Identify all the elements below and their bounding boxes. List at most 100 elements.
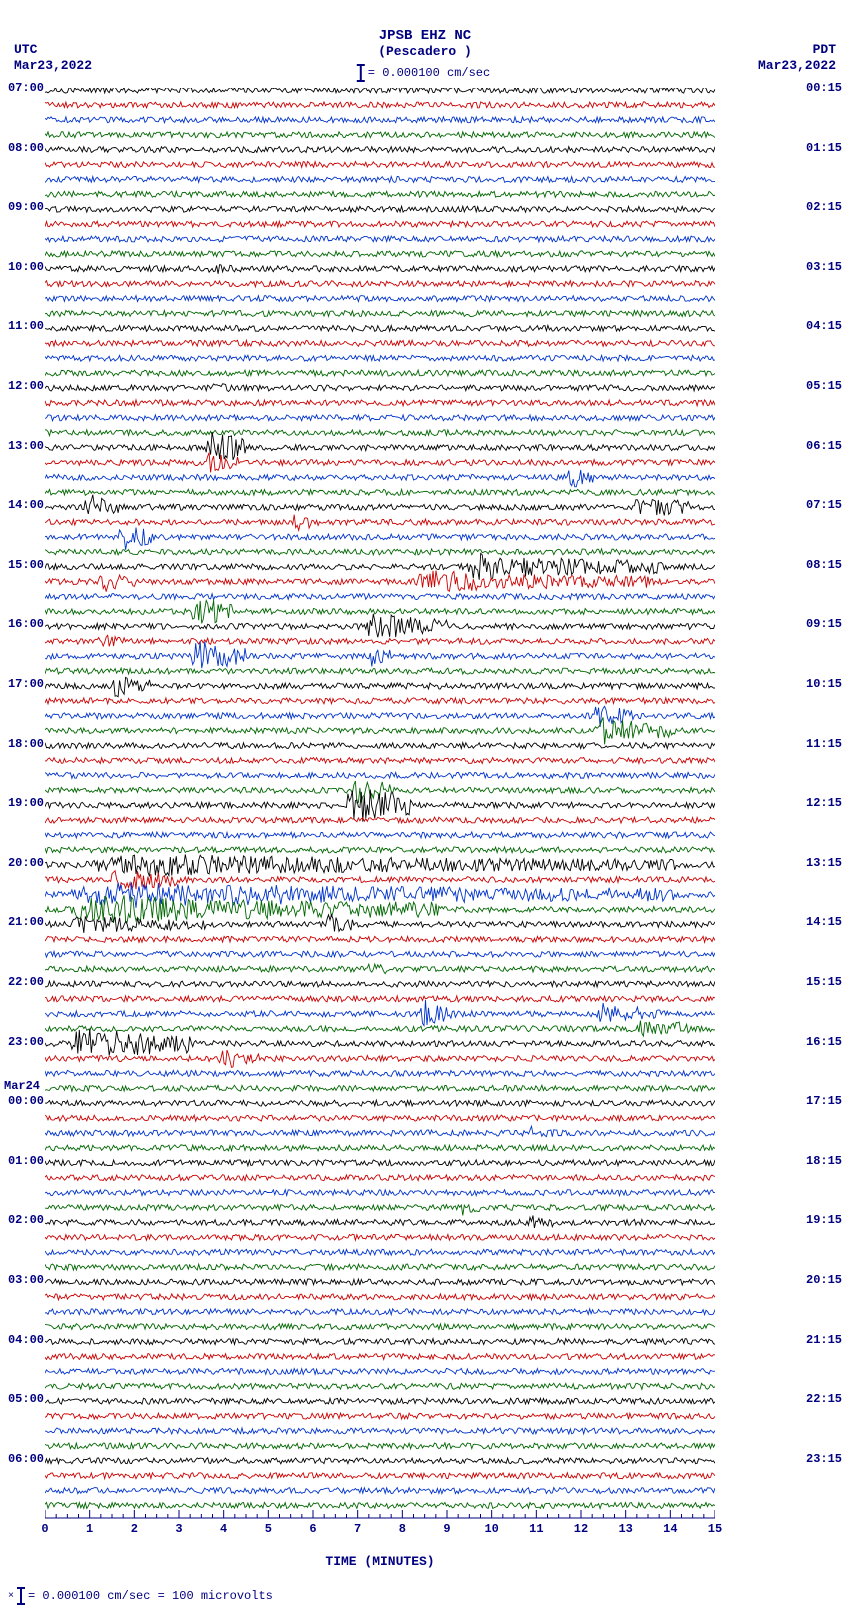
seismic-trace xyxy=(45,470,715,487)
seismic-trace xyxy=(45,549,715,555)
x-tick: 8 xyxy=(399,1522,406,1536)
seismic-trace xyxy=(45,1473,715,1479)
seismic-trace xyxy=(45,117,715,123)
seismic-trace xyxy=(45,571,715,592)
utc-hour-label: 01:00 xyxy=(4,1155,44,1167)
seismic-trace xyxy=(45,88,715,93)
seismic-trace xyxy=(45,430,715,436)
x-tick: 13 xyxy=(618,1522,632,1536)
tz-right-label: PDT xyxy=(813,42,836,57)
seismic-trace xyxy=(45,528,715,550)
seismic-trace xyxy=(45,1443,715,1449)
seismic-trace xyxy=(45,698,715,704)
utc-hour-label: 00:00 xyxy=(4,1095,44,1107)
tz-left-label: UTC xyxy=(14,42,37,57)
seismic-trace xyxy=(45,400,715,406)
x-axis-title: TIME (MINUTES) xyxy=(45,1554,715,1569)
seismic-trace xyxy=(45,717,715,744)
seismic-trace xyxy=(45,1205,715,1216)
seismic-trace xyxy=(45,191,715,197)
x-tick: 10 xyxy=(484,1522,498,1536)
utc-hour-label: 23:00 xyxy=(4,1036,44,1048)
seismic-trace xyxy=(45,370,715,376)
seismic-trace xyxy=(45,1050,715,1067)
seismic-trace xyxy=(45,1175,715,1181)
scale-legend: = 0.000100 cm/sec xyxy=(360,64,490,82)
station-id: JPSB EHZ NC xyxy=(0,28,850,44)
seismic-trace xyxy=(45,495,715,516)
seismic-trace xyxy=(45,1100,715,1106)
pdt-hour-label: 08:15 xyxy=(806,559,846,571)
seismic-trace xyxy=(45,1264,715,1270)
seismic-trace xyxy=(45,847,715,853)
x-tick: 11 xyxy=(529,1522,543,1536)
seismic-trace xyxy=(45,355,715,361)
seismic-trace xyxy=(45,1428,715,1434)
x-tick-labels: 0123456789101112131415 xyxy=(45,1522,715,1536)
utc-hour-label: 12:00 xyxy=(4,380,44,392)
x-tick: 15 xyxy=(708,1522,722,1536)
helicorder-plot xyxy=(45,88,715,1520)
scale-bar-icon xyxy=(20,1587,22,1605)
pdt-hour-label: 09:15 xyxy=(806,618,846,630)
seismic-trace xyxy=(45,236,715,242)
scale-bar-icon xyxy=(360,64,362,82)
utc-hour-label: 11:00 xyxy=(4,320,44,332)
utc-hour-label: 05:00 xyxy=(4,1393,44,1405)
seismic-trace xyxy=(45,132,715,138)
seismic-trace xyxy=(45,1503,715,1509)
x-tick: 9 xyxy=(443,1522,450,1536)
utc-hour-label: 06:00 xyxy=(4,1453,44,1465)
pdt-hour-label: 04:15 xyxy=(806,320,846,332)
seismic-trace xyxy=(45,895,715,923)
seismic-trace xyxy=(45,614,715,638)
x-tick: 14 xyxy=(663,1522,677,1536)
pdt-hour-label: 07:15 xyxy=(806,499,846,511)
utc-hour-label: 20:00 xyxy=(4,857,44,869)
seismic-trace xyxy=(45,1115,715,1121)
seismic-trace xyxy=(45,758,715,764)
pdt-hour-label: 13:15 xyxy=(806,857,846,869)
seismic-trace xyxy=(45,553,715,579)
seismic-trace xyxy=(45,772,715,778)
seismic-trace xyxy=(45,415,715,421)
seismic-trace xyxy=(45,668,715,674)
utc-hour-label: 21:00 xyxy=(4,916,44,928)
seismic-trace xyxy=(45,515,715,531)
pdt-hour-label: 03:15 xyxy=(806,261,846,273)
station-location: (Pescadero ) xyxy=(0,44,850,59)
x-tick: 1 xyxy=(86,1522,93,1536)
seismic-trace xyxy=(45,102,715,108)
utc-hour-label: 22:00 xyxy=(4,976,44,988)
seismic-trace xyxy=(45,1383,715,1389)
utc-hour-label: 03:00 xyxy=(4,1274,44,1286)
seismic-trace xyxy=(45,311,715,317)
pdt-hour-label: 12:15 xyxy=(806,797,846,809)
seismic-trace xyxy=(45,964,715,974)
seismic-trace xyxy=(45,1070,715,1076)
seismic-trace xyxy=(45,832,715,838)
footer-scale: × = 0.000100 cm/sec = 100 microvolts xyxy=(8,1587,273,1605)
seismic-trace xyxy=(45,162,715,168)
pdt-hour-label: 14:15 xyxy=(806,916,846,928)
seismic-trace xyxy=(45,1398,715,1404)
pdt-hour-label: 23:15 xyxy=(806,1453,846,1465)
seismic-trace xyxy=(45,340,715,346)
seismic-trace xyxy=(45,871,715,890)
seismic-trace xyxy=(45,265,715,274)
utc-hour-label: 16:00 xyxy=(4,618,44,630)
seismic-trace xyxy=(45,281,715,287)
seismic-trace xyxy=(45,981,715,987)
seismic-trace xyxy=(45,1249,715,1255)
pdt-hour-label: 18:15 xyxy=(806,1155,846,1167)
pdt-hour-label: 20:15 xyxy=(806,1274,846,1286)
seismic-trace xyxy=(45,1458,715,1464)
seismic-trace xyxy=(45,996,715,1002)
seismic-trace xyxy=(45,1028,715,1055)
seismic-trace xyxy=(45,1234,715,1240)
pdt-hour-label: 19:15 xyxy=(806,1214,846,1226)
seismic-trace xyxy=(45,706,715,727)
x-tick: 5 xyxy=(265,1522,272,1536)
seismic-trace xyxy=(45,1160,715,1166)
utc-hour-label: 10:00 xyxy=(4,261,44,273)
